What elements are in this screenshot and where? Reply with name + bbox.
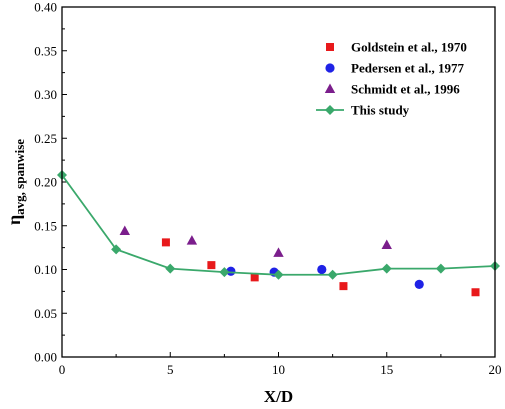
x-axis-label: X/D [264, 387, 293, 406]
y-tick-label: 0.35 [34, 43, 57, 58]
data-point [273, 247, 284, 257]
legend-marker [324, 83, 336, 93]
legend-marker [326, 43, 334, 51]
data-point [381, 239, 392, 249]
y-tick-label: 0.25 [34, 131, 57, 146]
x-tick-label: 5 [167, 362, 174, 377]
plot-area-frame [61, 6, 496, 358]
y-axis-label-sub: avg, spanwise [12, 139, 27, 215]
data-point [327, 269, 338, 280]
y-tick-label: 0.00 [34, 350, 57, 365]
legend-label: Goldstein et al., 1970 [351, 40, 467, 55]
data-point [186, 235, 198, 245]
y-tick-label: 0.15 [34, 218, 57, 233]
data-point [161, 238, 170, 247]
data-point [339, 282, 348, 291]
series-0 [161, 238, 480, 297]
legend-marker [325, 63, 335, 73]
data-point [165, 263, 176, 274]
legend-label: Pedersen et al., 1977 [351, 61, 465, 76]
data-point [226, 266, 236, 276]
data-point [250, 273, 259, 282]
data-point [219, 267, 230, 278]
legend-marker [325, 105, 335, 115]
data-layer [57, 170, 500, 297]
data-point [111, 244, 122, 255]
data-point [317, 264, 327, 275]
y-axis-label: ηavg, spanwise [4, 139, 27, 225]
data-point [119, 225, 130, 235]
data-point [435, 263, 446, 274]
y-tick-label: 0.30 [34, 87, 57, 102]
y-tick-label: 0.10 [34, 262, 57, 277]
data-point [414, 279, 424, 289]
data-point [381, 263, 392, 274]
data-point [207, 261, 216, 270]
data-point [471, 288, 480, 297]
legend: Goldstein et al., 1970 Pedersen et al., 1… [316, 40, 467, 118]
data-point [273, 269, 284, 280]
x-tick-label: 0 [59, 362, 66, 377]
legend-label: Schmidt et al., 1996 [351, 82, 460, 97]
x-tick-label: 15 [380, 362, 393, 377]
tick-layer: 0.00 0.05 0.10 0.15 0.20 0.25 0.30 0.35 0.40 0 5 10… [34, 0, 501, 377]
y-axis-label-main: η [4, 215, 24, 225]
series-2 [119, 225, 392, 257]
series-3 [57, 170, 500, 280]
x-tick-label: 20 [489, 362, 502, 377]
y-tick-label: 0.20 [34, 175, 57, 190]
series-line [61, 174, 496, 276]
legend-label: This study [351, 103, 410, 118]
y-tick-label: 0.40 [34, 0, 57, 15]
x-tick-label: 10 [272, 362, 285, 377]
y-tick-label: 0.05 [34, 306, 57, 321]
